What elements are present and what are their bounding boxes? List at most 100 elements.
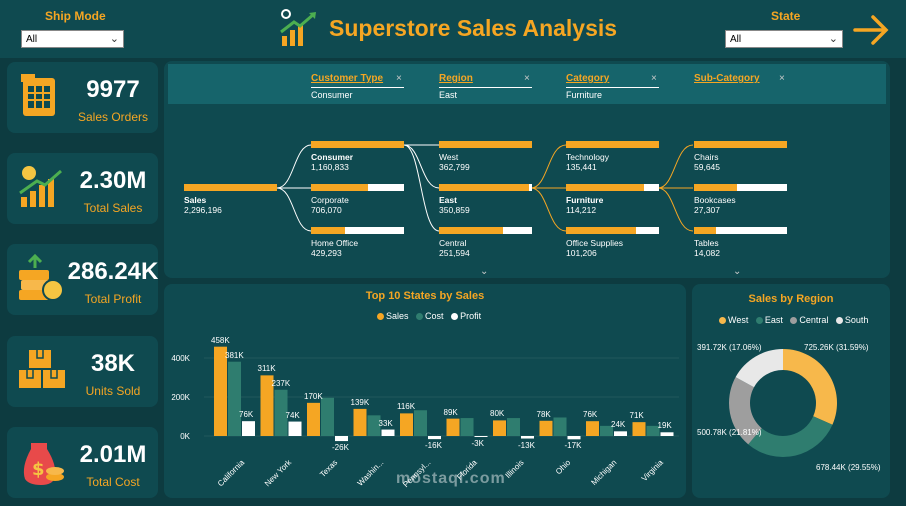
tree-level-sub-category[interactable]: Sub-Category: [694, 73, 760, 84]
donut-chart-svg: [729, 349, 837, 457]
donut-label-west: 725.26K (31.59%): [804, 343, 869, 352]
close-icon[interactable]: ×: [651, 73, 657, 84]
tree-level-region[interactable]: Region: [439, 73, 473, 84]
bar-sales[interactable]: [586, 421, 599, 436]
growth-coin-icon: [19, 166, 62, 207]
donut-title: Sales by Region: [748, 293, 834, 305]
kpi-label: Total Profit: [84, 292, 142, 306]
tree-node-label: Furniture 114,212: [566, 195, 604, 215]
kpi-card-total-sales: 2.30M Total Sales: [7, 153, 158, 224]
donut-label-east: 678.44K (29.55%): [816, 463, 881, 472]
tree-node-bar[interactable]: [566, 184, 659, 191]
kpi-card-units-sold: 38K Units Sold: [7, 336, 158, 407]
tree-node-bar[interactable]: [184, 184, 277, 191]
bar-data-label: -17K: [564, 441, 582, 451]
growth-chart-logo-icon: [280, 9, 316, 46]
tree-level-customer-type[interactable]: Customer Type: [311, 73, 384, 84]
bar-data-label: 76K: [583, 410, 598, 420]
bar-data-label: 458K: [211, 335, 230, 345]
bar-data-label: 139K: [350, 397, 370, 407]
legend-sales: Sales: [386, 311, 409, 321]
bar-cost[interactable]: [600, 425, 613, 436]
bar-profit[interactable]: [474, 436, 488, 437]
bar-sales[interactable]: [353, 408, 367, 436]
tree-node-bar[interactable]: [566, 227, 659, 234]
header-bar: [0, 0, 906, 58]
tree-node-bar[interactable]: [439, 141, 532, 148]
bar-sales[interactable]: [260, 375, 274, 436]
donut-slice-east[interactable]: [748, 416, 833, 457]
bar-cost[interactable]: [646, 425, 660, 436]
tree-node-bar[interactable]: [311, 184, 404, 191]
legend-south: South: [844, 315, 869, 325]
tree-node-label: Central 251,594: [439, 238, 470, 258]
close-icon[interactable]: ×: [524, 73, 530, 84]
divider: [439, 87, 532, 88]
tree-level-selected: East: [439, 90, 458, 100]
kpi-label: Total Sales: [83, 201, 143, 215]
bar-profit[interactable]: [335, 436, 348, 442]
receipt-icon: [21, 74, 55, 116]
bar-sales[interactable]: [493, 420, 506, 436]
tree-node-bar[interactable]: [311, 227, 404, 234]
ship-mode-dropdown[interactable]: All ⌄: [21, 30, 124, 48]
bar-profit[interactable]: [242, 421, 255, 436]
chevron-down-icon: ⌄: [109, 33, 119, 45]
bar-profit[interactable]: [381, 429, 395, 436]
tree-node-label: West 362,799: [439, 152, 470, 172]
arrow-right-icon[interactable]: [853, 12, 889, 48]
bar-data-label: 89K: [443, 407, 458, 417]
tree-node-bar[interactable]: [694, 141, 787, 148]
bar-data-label: -26K: [332, 443, 349, 453]
bar-profit[interactable]: [660, 432, 674, 436]
svg-text:$: $: [32, 459, 45, 480]
bar-profit[interactable]: [567, 436, 581, 440]
tree-node-label: Sales 2,296,196: [184, 195, 222, 215]
bar-sales[interactable]: [400, 413, 413, 436]
bar-profit[interactable]: [288, 421, 302, 436]
bar-cost[interactable]: [321, 397, 334, 436]
bar-cost[interactable]: [553, 417, 567, 436]
tree-level-category[interactable]: Category: [566, 73, 610, 84]
bar-sales[interactable]: [307, 402, 320, 436]
kpi-value: 38K: [90, 350, 136, 377]
bar-data-label: 24K: [611, 420, 626, 430]
bar-cost[interactable]: [460, 418, 474, 436]
donut-slice-south[interactable]: [735, 349, 783, 388]
bar-sales[interactable]: [446, 418, 460, 436]
bar-data-label: 78K: [536, 409, 551, 419]
bar-cost[interactable]: [228, 361, 241, 436]
tree-node-bar[interactable]: [311, 141, 404, 148]
bar-profit[interactable]: [428, 436, 441, 440]
bar-data-label: 33K: [378, 418, 393, 428]
bar-cost[interactable]: [367, 415, 381, 436]
tree-node-bar[interactable]: [439, 184, 532, 191]
donut-slice-west[interactable]: [783, 349, 837, 425]
tree-header-band: [168, 64, 886, 104]
state-dropdown[interactable]: All ⌄: [725, 30, 843, 48]
bar-cost[interactable]: [507, 418, 520, 436]
kpi-value: 286.24K: [67, 258, 159, 285]
legend-profit: Profit: [460, 311, 482, 321]
close-icon[interactable]: ×: [396, 73, 402, 84]
bar-profit[interactable]: [614, 431, 627, 436]
tree-connectors: ⌄ ⌄: [276, 144, 741, 277]
watermark-text: mostaql.com: [396, 470, 506, 487]
tree-node-label: Home Office 429,293: [311, 238, 359, 258]
kpi-label: Total Cost: [86, 475, 140, 489]
donut-slice-central[interactable]: [729, 377, 762, 445]
tree-node-label: Bookcases 27,307: [694, 195, 736, 215]
bar-sales[interactable]: [539, 420, 553, 436]
close-icon[interactable]: ×: [779, 73, 785, 84]
tree-node-bar[interactable]: [694, 184, 787, 191]
tree-node-bar[interactable]: [439, 227, 532, 234]
bar-cost[interactable]: [274, 389, 288, 436]
bar-sales[interactable]: [632, 422, 646, 436]
bar-profit[interactable]: [521, 436, 534, 439]
tree-node-bar[interactable]: [566, 141, 659, 148]
bar-data-label: 237K: [271, 378, 291, 388]
money-stack-icon: [19, 254, 64, 301]
tree-node-bar[interactable]: [694, 227, 787, 234]
bar-sales[interactable]: [214, 346, 227, 436]
bar-cost[interactable]: [414, 410, 427, 436]
